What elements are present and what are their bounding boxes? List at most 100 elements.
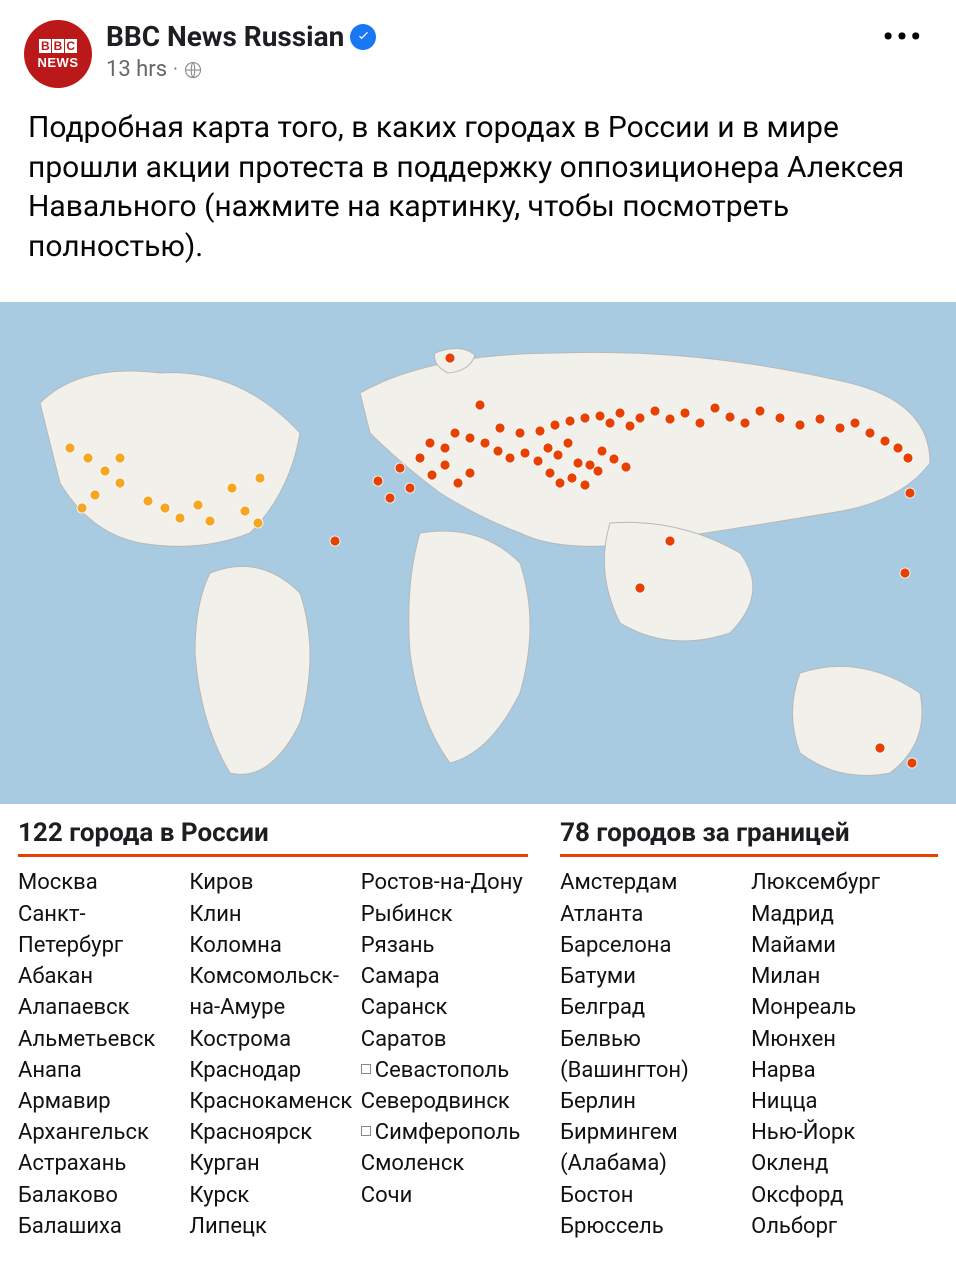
map-dot [850, 418, 860, 428]
map-dot [453, 478, 463, 488]
map-dot [115, 478, 125, 488]
map-dot [725, 412, 735, 422]
city-column: КировКлинКоломнаКомсомольск-на-АмуреКост… [189, 867, 356, 1242]
map-dot [563, 438, 573, 448]
page-name[interactable]: BBC News Russian [106, 20, 344, 53]
map-dot [205, 516, 215, 526]
timestamp[interactable]: 13 hrs [106, 57, 167, 82]
map-dot [465, 433, 475, 443]
post-body-text: Подробная карта того, в каких городах в … [0, 102, 956, 284]
city-item: Нарва [751, 1055, 938, 1086]
map-image[interactable] [0, 284, 956, 804]
city-lists: 122 города в России МоскваСанкт-Петербур… [0, 804, 956, 1242]
map-dot [543, 443, 553, 453]
city-item: Северодвинск [361, 1086, 528, 1117]
city-item: Белград [560, 992, 747, 1023]
city-item: Рязань [361, 930, 528, 961]
map-dot [545, 468, 555, 478]
avatar-news-text: NEWS [38, 55, 79, 70]
map-dot [893, 443, 903, 453]
map-dot [227, 483, 237, 493]
city-item: Архангельск [18, 1117, 185, 1148]
map-dot [405, 483, 415, 493]
map-dot [475, 400, 485, 410]
map-dot [115, 453, 125, 463]
city-item: Нью-Йорк [751, 1117, 938, 1148]
map-dot [385, 493, 395, 503]
city-column: АмстердамАтлантаБарселонаБатумиБелградБе… [560, 867, 747, 1242]
map-dot [555, 478, 565, 488]
russia-title: 122 города в России [18, 818, 528, 857]
map-dot [615, 408, 625, 418]
city-column: Ростов-на-ДонуРыбинскРязаньСамараСаранск… [361, 867, 528, 1242]
abroad-block: 78 городов за границей АмстердамАтлантаБ… [560, 818, 938, 1242]
city-item: Смоленск [361, 1148, 528, 1179]
map-dot [373, 476, 383, 486]
city-item: Оксфорд [751, 1180, 938, 1211]
map-dot [495, 423, 505, 433]
more-options-button[interactable]: ••• [875, 20, 932, 55]
map-dot [815, 414, 825, 424]
city-item: Ницца [751, 1086, 938, 1117]
city-item: Санкт-Петербург [18, 899, 185, 961]
city-item: Брюссель [560, 1211, 747, 1242]
city-item: Майами [751, 930, 938, 961]
city-item: Окленд [751, 1148, 938, 1179]
map-dot [635, 583, 645, 593]
city-item: Курган [189, 1148, 356, 1179]
city-item: Батуми [560, 961, 747, 992]
map-dot [580, 413, 590, 423]
map-dot [755, 406, 765, 416]
verified-icon [350, 24, 376, 50]
map-dot [621, 462, 631, 472]
city-item: Балаково [18, 1180, 185, 1211]
header-text-block: BBC News Russian 13 hrs · [106, 20, 875, 82]
map-dot [533, 456, 543, 466]
city-item: Симферополь [361, 1117, 528, 1148]
city-item: Алапаевск [18, 992, 185, 1023]
avatar[interactable]: B B C NEWS [24, 20, 92, 88]
map-dot [450, 428, 460, 438]
city-item: Абакан [18, 961, 185, 992]
city-item: Ростов-на-Дону [361, 867, 528, 898]
map-dot [240, 506, 250, 516]
map-dot [650, 406, 660, 416]
map-dot [535, 426, 545, 436]
city-item: Саратов [361, 1024, 528, 1055]
city-item: Бирмингем (Алабама) [560, 1117, 747, 1179]
map-dot [440, 443, 450, 453]
map-dot [605, 418, 615, 428]
russia-block: 122 города в России МоскваСанкт-Петербур… [18, 818, 528, 1242]
city-item: Краснодар [189, 1055, 356, 1086]
city-item: Ольборг [751, 1211, 938, 1242]
map-dot [595, 411, 605, 421]
city-item: Клин [189, 899, 356, 930]
city-marker-icon [361, 1064, 371, 1074]
city-item: Астрахань [18, 1148, 185, 1179]
map-dot [865, 428, 875, 438]
map-dot [905, 488, 915, 498]
map-dot [795, 420, 805, 430]
map-dot [515, 428, 525, 438]
post-header: B B C NEWS BBC News Russian 13 hrs · ••• [0, 0, 956, 102]
city-item: Барселона [560, 930, 747, 961]
map-dot [710, 403, 720, 413]
city-item: Краснокаменск [189, 1086, 356, 1117]
city-marker-icon [361, 1126, 371, 1136]
city-item: Монреаль [751, 992, 938, 1023]
map-dot [445, 353, 455, 363]
map-dot [625, 421, 635, 431]
map-dot [83, 453, 93, 463]
city-item: Анапа [18, 1055, 185, 1086]
separator-dot: · [173, 59, 178, 80]
city-column: ЛюксембургМадридМайамиМиланМонреальМюнхе… [751, 867, 938, 1242]
city-item: Коломна [189, 930, 356, 961]
map-dot [565, 416, 575, 426]
map-dot [193, 500, 203, 510]
map-dot [573, 458, 583, 468]
map-dot [597, 446, 607, 456]
city-item: Киров [189, 867, 356, 898]
city-item: Сочи [361, 1180, 528, 1211]
map-dot [775, 413, 785, 423]
map-dot [77, 503, 87, 513]
